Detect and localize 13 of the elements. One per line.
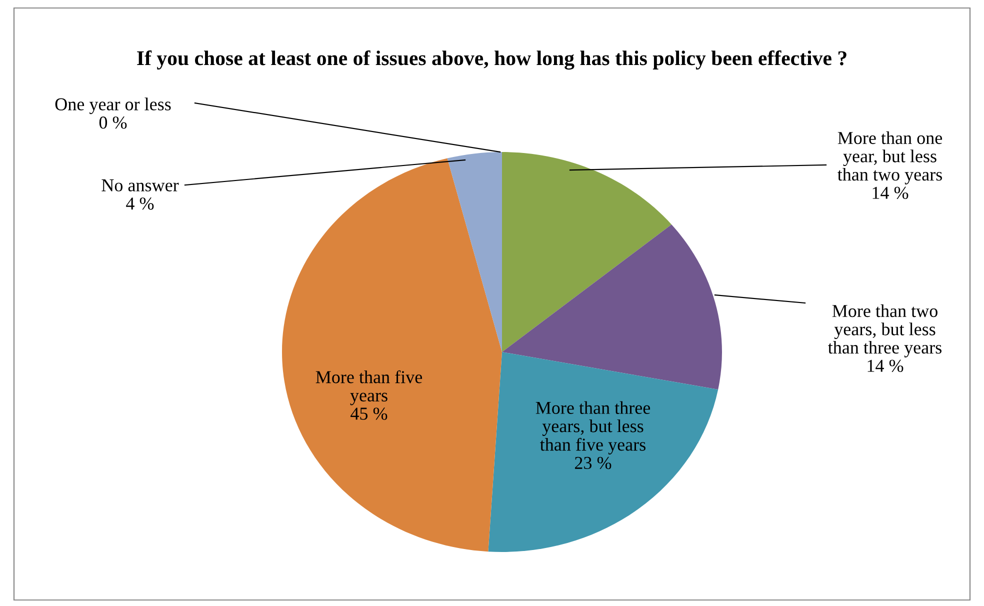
data-label: 14 % <box>872 186 908 200</box>
slice-label: More than five years <box>316 370 422 406</box>
data-label: 23 % <box>574 456 612 470</box>
data-label: 14 % <box>868 360 904 372</box>
data-label: 45 % <box>350 408 388 420</box>
slice-label: More than one year, but less than two years <box>838 131 942 184</box>
text: 0 % <box>99 116 127 129</box>
slice-label: More than two years, but less than three years <box>828 304 942 358</box>
chart-title: If you chose at least one of issues above, how long has this policy been effective ? <box>137 50 846 70</box>
category-label: One year or less <box>55 98 171 114</box>
slice-label: More than three years, but less than five years <box>536 401 650 454</box>
slice-label: No answer <box>102 179 179 192</box>
data-label: 4 % <box>126 197 154 210</box>
